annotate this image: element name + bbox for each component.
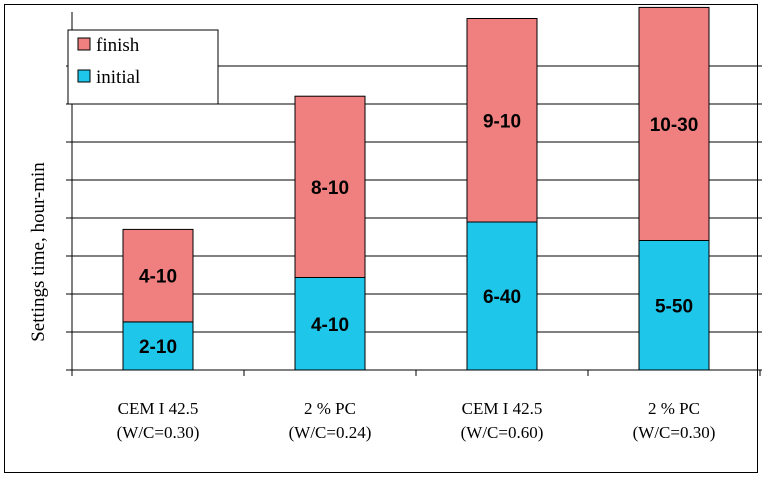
category-label: 2 % PC: [304, 399, 356, 418]
bar-label-initial: 4-10: [311, 315, 349, 336]
category-label: CEM I 42.5: [462, 399, 543, 418]
category-label: (W/C=0.30): [117, 423, 200, 442]
bar-finish: [466, 18, 538, 223]
bar-label-finish: 9-10: [483, 111, 521, 132]
category-labels: CEM I 42.5 (W/C=0.30) 2 % PC (W/C=0.24) CEM …: [117, 399, 716, 442]
category-label: 2 % PC: [648, 399, 700, 418]
category-label: (W/C=0.24): [289, 423, 372, 442]
bar-label-finish: 4-10: [139, 267, 177, 288]
legend-box: [67, 29, 219, 105]
bar-initial: [294, 277, 366, 371]
category-label: (W/C=0.60): [461, 423, 544, 442]
category-label: CEM I 42.5: [118, 399, 199, 418]
bar-finish: [294, 95, 366, 278]
bar-label-initial: 6-40: [483, 287, 521, 308]
legend-swatch-finish: [77, 37, 91, 51]
legend-swatch-initial: [77, 69, 91, 83]
bar-finish: [638, 6, 710, 242]
bar-label-finish: 8-10: [311, 178, 349, 199]
bar-initial: [122, 321, 194, 371]
bars: 2-10 4-10 4-10 8-10 6-40 9-10 5-50 10-30: [122, 6, 710, 371]
bar-label-initial: 5-50: [655, 296, 693, 317]
bar-finish: [122, 228, 194, 323]
category-label: (W/C=0.30): [633, 423, 716, 442]
bar-label-initial: 2-10: [139, 337, 177, 358]
legend: finish initial: [67, 29, 219, 105]
legend-label-initial: initial: [96, 67, 140, 88]
legend-label-finish: finish: [96, 35, 140, 56]
y-axis-label: Settings time, hour-min: [28, 162, 49, 342]
bar-label-finish: 10-30: [650, 115, 699, 136]
